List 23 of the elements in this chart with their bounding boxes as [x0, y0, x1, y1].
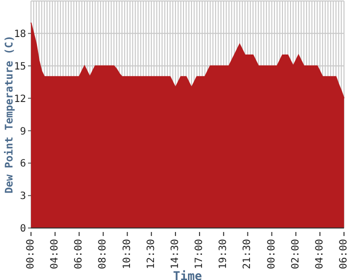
- y-tick-label: 18: [14, 28, 26, 40]
- x-tick-label: 19:30: [218, 239, 230, 270]
- x-tick-label: 10:30: [122, 239, 133, 270]
- x-tick-label: 04:00: [314, 239, 326, 270]
- y-tick-label: 15: [14, 61, 26, 72]
- x-tick-label: 14:30: [170, 239, 181, 270]
- y-tick-label: 12: [14, 94, 26, 105]
- x-tick-label: 00:00: [266, 239, 278, 270]
- y-tick-label: 9: [20, 126, 26, 138]
- y-tick-label: 0: [20, 224, 26, 235]
- x-tick-label: 21:30: [242, 239, 254, 270]
- y-axis-title: Dew Point Temperature (C): [4, 35, 16, 194]
- y-tick-label: 6: [20, 158, 26, 170]
- x-tick-label: 06:00: [74, 239, 85, 270]
- x-tick-label: 02:00: [290, 239, 302, 270]
- y-tick-label: 3: [20, 191, 26, 202]
- x-tick-label: 06:00: [338, 239, 350, 270]
- x-tick-label: 17:00: [194, 239, 206, 270]
- x-tick-label: 04:00: [50, 239, 61, 270]
- x-tick-label: 08:00: [98, 239, 109, 270]
- x-axis-title: Time: [173, 269, 202, 280]
- x-tick-label: 00:00: [26, 239, 36, 270]
- x-tick-label: 12:30: [146, 239, 157, 270]
